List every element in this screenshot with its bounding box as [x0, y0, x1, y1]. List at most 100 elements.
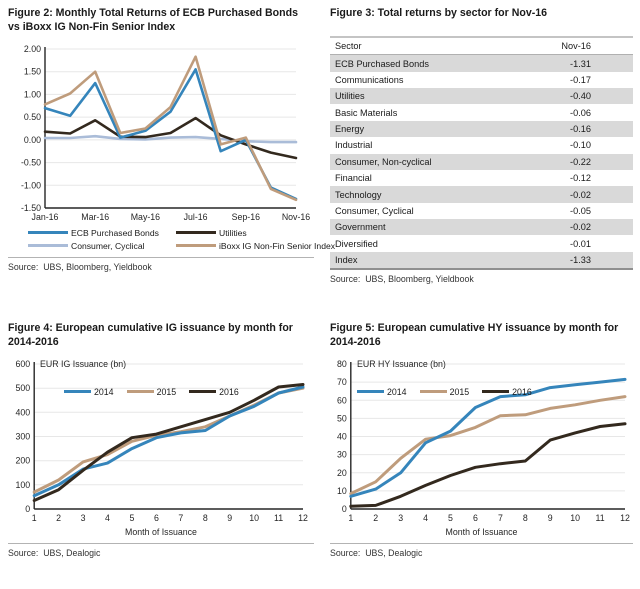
divider [330, 542, 633, 544]
svg-text:11: 11 [596, 513, 605, 523]
svg-text:400: 400 [16, 407, 31, 417]
svg-text:2.00: 2.00 [24, 44, 41, 54]
legend-label: iBoxx IG Non-Fin Senior Index [219, 240, 336, 251]
value-cell: -1.33 [570, 255, 591, 266]
legend-item: 2016 [482, 387, 532, 397]
table-row: Government -0.02 [330, 219, 633, 236]
legend-label: 2016 [219, 386, 239, 397]
legend-line-swatch [419, 390, 447, 394]
legend-line-swatch [189, 390, 217, 394]
legend-item: 2016 [189, 387, 239, 397]
legend-line-swatch [176, 244, 216, 248]
figure2-source: Source: UBS, Bloomberg, Yieldbook [8, 261, 152, 272]
svg-text:7: 7 [498, 513, 503, 523]
svg-text:40: 40 [337, 431, 347, 441]
table-row: Index -1.33 [330, 251, 633, 270]
figure4-panel: Figure 4: European cumulative IG issuanc… [8, 322, 314, 558]
svg-text:Jul-16: Jul-16 [184, 212, 208, 222]
figure5-title: Figure 5: European cumulative HY issuanc… [330, 322, 619, 348]
svg-text:Nov-16: Nov-16 [282, 212, 310, 222]
table-row: Consumer, Non-cyclical -0.22 [330, 153, 633, 170]
svg-text:0.00: 0.00 [24, 135, 41, 145]
svg-text:2: 2 [56, 513, 61, 523]
svg-text:5: 5 [129, 513, 134, 523]
figure5-chart-area: 0 10 20 30 40 50 60 70 80 1 2 3 4 5 6 7 8 9 10 11 12 EUR HY … [330, 356, 633, 526]
sector-cell: ECB Purchased Bonds [335, 58, 429, 69]
legend-line-swatch [28, 231, 68, 235]
value-cell: -1.31 [570, 58, 591, 69]
svg-text:10: 10 [570, 513, 580, 523]
table-row: Industrial -0.10 [330, 137, 633, 153]
legend-line-swatch [176, 231, 216, 235]
value-cell: -0.22 [570, 156, 591, 167]
figure2-chart: -1.50 -1.00 -0.50 0.00 0.50 1.00 1.50 2.00 Jan-1… [21, 44, 310, 222]
legend-line-swatch [64, 390, 91, 394]
figure5-x-axis-label: Month of Issuance [445, 526, 518, 537]
figure4-y-axis-label: EUR IG Issuance (bn) [40, 358, 127, 369]
legend-label: Utilities [219, 227, 247, 238]
table-row: Energy -0.16 [330, 120, 633, 138]
svg-text:11: 11 [274, 513, 283, 523]
svg-text:May-16: May-16 [131, 212, 160, 222]
svg-text:Jan-16: Jan-16 [32, 212, 59, 222]
svg-text:4: 4 [423, 513, 428, 523]
legend-line-swatch [126, 390, 154, 394]
svg-text:80: 80 [337, 359, 347, 369]
svg-text:12: 12 [620, 513, 630, 523]
figure3-title: Figure 3: Total returns by sector for No… [330, 7, 548, 19]
svg-text:3: 3 [81, 513, 86, 523]
legend-item: Utilities [176, 228, 335, 238]
value-cell: -0.17 [570, 74, 591, 85]
svg-text:30: 30 [337, 450, 347, 460]
svg-text:Mar-16: Mar-16 [81, 212, 109, 222]
legend-label: 2015 [449, 386, 470, 397]
value-cell: -0.02 [570, 189, 591, 200]
value-cell: -0.12 [570, 173, 591, 184]
sector-cell: Consumer, Cyclical [335, 205, 414, 216]
svg-text:-0.50: -0.50 [21, 158, 41, 168]
sector-cell: Utilities [335, 91, 365, 102]
figure3-source: Source: UBS, Bloomberg, Yieldbook [330, 274, 474, 285]
svg-text:9: 9 [548, 513, 553, 523]
svg-text:0: 0 [342, 504, 347, 514]
svg-text:9: 9 [227, 513, 232, 523]
svg-text:-1.50: -1.50 [21, 203, 41, 213]
sector-cell: Industrial [335, 140, 373, 151]
svg-text:600: 600 [16, 359, 31, 369]
svg-text:12: 12 [298, 513, 308, 523]
svg-text:1: 1 [32, 513, 37, 523]
value-cell: -0.01 [570, 238, 591, 249]
sector-cell: Consumer, Non-cyclical [335, 156, 432, 167]
value-cell: -0.40 [570, 91, 591, 102]
svg-text:0: 0 [25, 504, 30, 514]
legend-line-swatch [482, 390, 510, 394]
table-row: Consumer, Cyclical -0.05 [330, 203, 633, 219]
legend-label: 2015 [156, 386, 177, 397]
table-row: Communications -0.17 [330, 72, 633, 88]
table-row: Diversified -0.01 [330, 235, 633, 251]
svg-text:500: 500 [16, 383, 31, 393]
figure5-y-axis-label: EUR HY Issuance (bn) [357, 358, 446, 369]
svg-text:1: 1 [348, 513, 353, 523]
figure4-x-axis-label: Month of Issuance [125, 526, 197, 537]
svg-text:60: 60 [337, 395, 347, 405]
figure2-chart-area: -1.50 -1.00 -0.50 0.00 0.50 1.00 1.50 2.00 Jan-1… [8, 41, 314, 225]
legend-item: 2015 [126, 386, 177, 397]
table-row: Basic Materials -0.06 [330, 104, 633, 120]
figure5-legend: 2014 2015 2016 [357, 387, 545, 397]
legend-label: 2014 [94, 386, 114, 397]
svg-text:5: 5 [448, 513, 453, 523]
sector-cell: Financial [335, 173, 372, 184]
svg-text:7: 7 [178, 513, 183, 523]
svg-text:300: 300 [16, 431, 31, 441]
table-row: ECB Purchased Bonds -1.31 [330, 54, 633, 72]
sector-cell: Diversified [335, 238, 378, 249]
figure4-source: Source: UBS, Dealogic [8, 547, 101, 558]
divider [8, 542, 314, 544]
table-row: Technology -0.02 [330, 186, 633, 203]
svg-text:3: 3 [398, 513, 403, 523]
divider [8, 256, 314, 258]
figure2-title: Figure 2: Monthly Total Returns of ECB P… [8, 7, 298, 33]
table-row: Utilities -0.40 [330, 88, 633, 105]
